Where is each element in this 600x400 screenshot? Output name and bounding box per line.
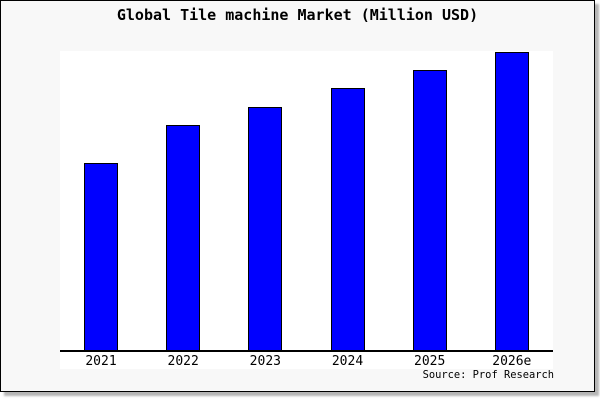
x-tick-label-2021: 2021	[85, 354, 117, 369]
chart-title: Global Tile machine Market (Million USD)	[116, 6, 479, 24]
bar-2025	[412, 70, 447, 351]
bar-2021	[84, 163, 119, 351]
x-axis-line	[60, 350, 553, 352]
bar-2026e	[494, 52, 529, 351]
bar-2024	[330, 88, 365, 351]
x-tick-label-2023: 2023	[249, 354, 281, 369]
plot-area: 2021 2022 2023 2024 2025 2026e	[60, 51, 553, 369]
x-tick-label-2025: 2025	[414, 354, 446, 369]
x-tick-label-2022: 2022	[167, 354, 199, 369]
chart-window: Global Tile machine Market (Million USD)…	[0, 0, 595, 392]
bar-2023	[248, 107, 283, 351]
x-tick-label-2024: 2024	[331, 354, 364, 369]
x-tick-label-2026e: 2026e	[492, 354, 532, 369]
bar-2022	[166, 125, 201, 351]
source-note: Source: Prof Research	[422, 369, 554, 381]
